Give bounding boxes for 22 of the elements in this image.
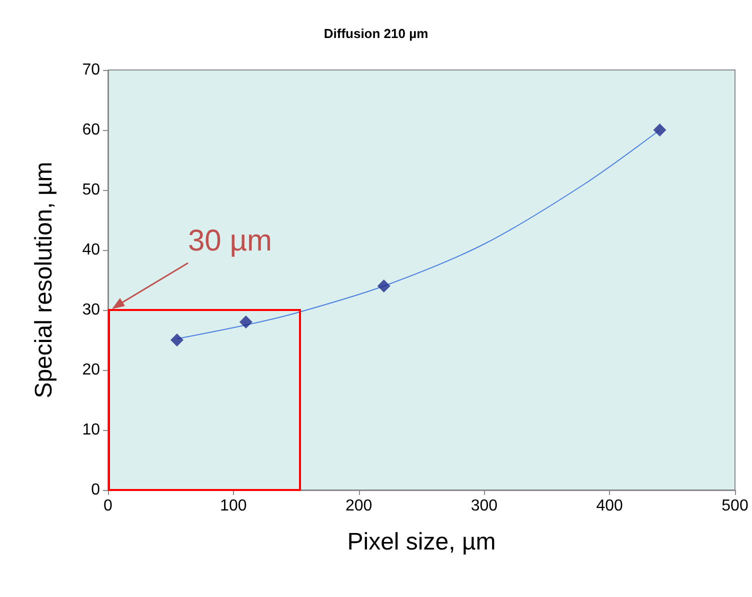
point bbox=[239, 316, 252, 328]
point bbox=[170, 334, 184, 346]
y-tick-label: 30 bbox=[82, 302, 100, 318]
x-tick-label: 500 bbox=[722, 498, 748, 514]
y-tick-label: 40 bbox=[82, 242, 100, 258]
y-tick-label: 0 bbox=[91, 482, 100, 498]
x-tick-label: 100 bbox=[220, 498, 247, 514]
y-tick-label: 10 bbox=[82, 422, 100, 438]
annotation: 30 µm bbox=[188, 224, 272, 258]
y-tick-label: 50 bbox=[82, 182, 100, 198]
y-tick-label: 20 bbox=[82, 362, 100, 378]
x-tick-label: 400 bbox=[596, 498, 624, 514]
x-axis-title: Pixel size, µm bbox=[347, 528, 496, 556]
x-tick-label: 300 bbox=[470, 498, 498, 514]
point bbox=[653, 124, 666, 136]
chart-title: Diffusion 210 µm bbox=[324, 26, 428, 41]
point bbox=[377, 280, 390, 292]
y-tick-label: 70 bbox=[82, 62, 100, 78]
x-tick-label: 0 bbox=[104, 498, 113, 514]
x-tick-label: 200 bbox=[345, 498, 372, 514]
y-tick-label: 60 bbox=[82, 122, 100, 138]
y-axis-title: Special resolution, µm bbox=[30, 162, 58, 398]
